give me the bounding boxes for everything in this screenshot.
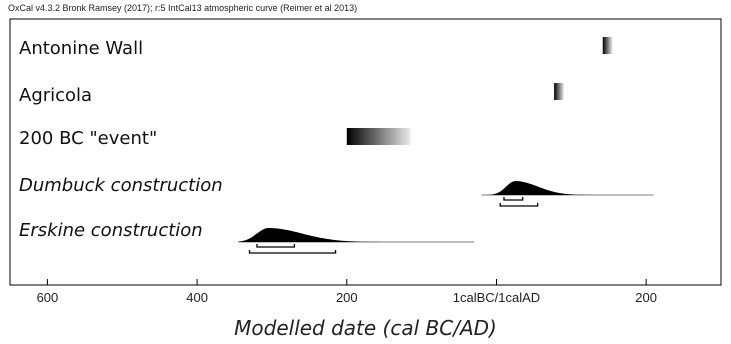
row-label: 200 BC "event": [19, 128, 157, 149]
gradient-bar: [603, 37, 613, 54]
distribution-curve: [238, 228, 474, 242]
distribution-curve: [482, 181, 654, 195]
tick-label: 1calBC/1calAD: [453, 290, 540, 305]
tick-label: 200: [635, 290, 657, 305]
gradient-bar: [554, 83, 564, 100]
tick-label: 600: [37, 290, 59, 305]
gradient-bar: [347, 128, 411, 145]
x-axis: 600 400 200 1calBC/1calAD 200: [37, 279, 657, 305]
range-bracket-682: [504, 197, 523, 200]
x-axis-label: Modelled date (cal BC/AD): [0, 316, 731, 340]
row-label: Agricola: [19, 85, 92, 106]
row-label: Erskine construction: [19, 220, 203, 241]
series-rows: Antonine Wall Agricola 200 BC "event" Dumbu…: [19, 37, 654, 253]
range-bracket-954: [249, 250, 335, 253]
tick-label: 400: [186, 290, 208, 305]
range-bracket-682: [257, 244, 294, 247]
row-label: Dumbuck construction: [19, 175, 223, 196]
tick-label: 200: [336, 290, 358, 305]
row-label: Antonine Wall: [19, 38, 143, 59]
range-bracket-954: [500, 203, 537, 206]
